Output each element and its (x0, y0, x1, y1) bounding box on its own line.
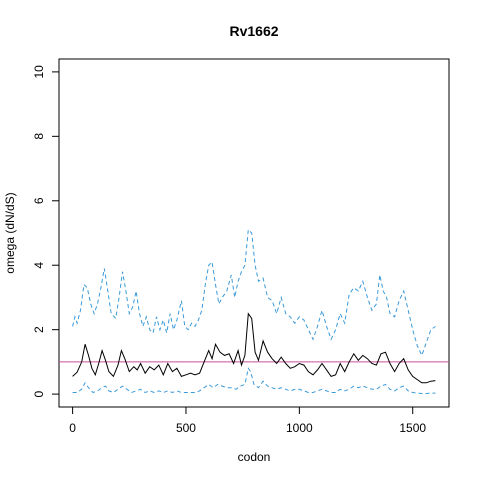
y-tick-label: 0 (32, 390, 46, 397)
x-tick-label: 1500 (399, 421, 426, 435)
x-tick-label: 0 (69, 421, 76, 435)
y-tick-label: 10 (32, 65, 46, 79)
y-tick-label: 2 (32, 326, 46, 333)
y-axis-label: omega (dN/dS) (3, 192, 17, 273)
y-axis: 0 2 4 6 8 10 (32, 65, 60, 397)
series-line-3 (72, 367, 436, 394)
chart-title: Rv1662 (229, 23, 278, 39)
x-axis: 0 500 1000 1500 (69, 406, 426, 435)
y-tick-label: 8 (32, 133, 46, 140)
plot-frame (58, 58, 450, 408)
y-tick-label: 4 (32, 262, 46, 269)
series-group (72, 228, 436, 394)
y-tick-label: 6 (32, 197, 46, 204)
series-line-1 (72, 312, 436, 384)
series-line-2 (72, 228, 436, 357)
x-tick-label: 1000 (286, 421, 313, 435)
x-tick-label: 500 (176, 421, 196, 435)
x-axis-label: codon (238, 450, 271, 464)
